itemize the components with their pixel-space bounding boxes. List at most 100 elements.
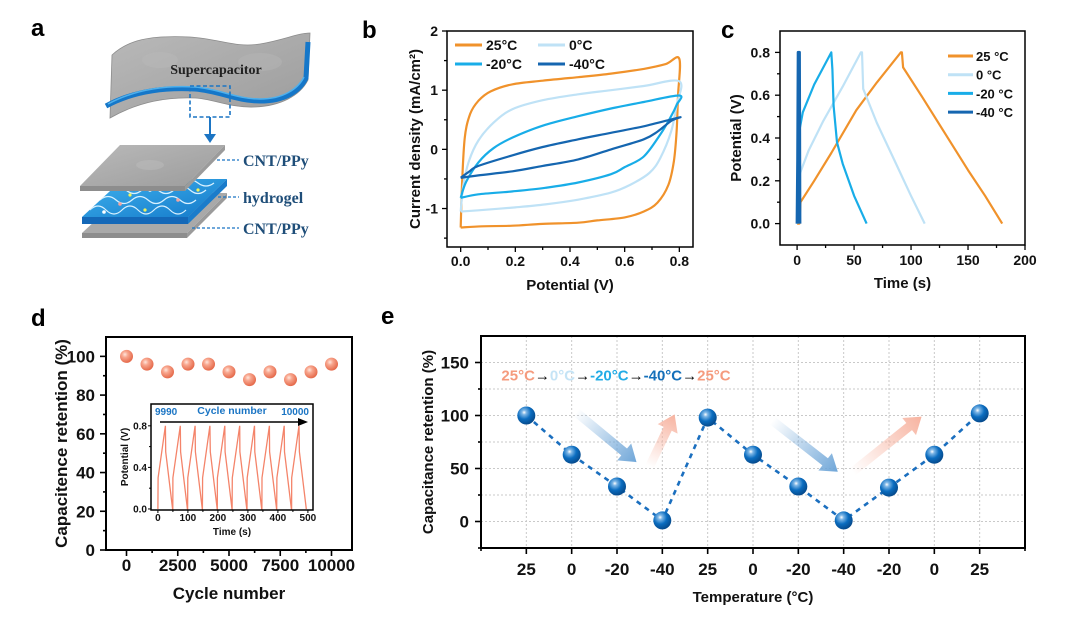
layer-label-hydrogel: hydrogel (243, 190, 304, 207)
data-point (202, 357, 215, 371)
y-tick-label: 100 (441, 407, 469, 426)
temperature-sequence-annotation: 25°C→0°C→-20°C→-40°C→25°C (501, 368, 730, 385)
gcd-curve-0c (796, 51, 926, 225)
y-tick-label: 0 (430, 141, 438, 157)
sequence-arrow-icon: → (575, 368, 590, 385)
y-tick-label: 100 (67, 347, 95, 366)
data-point (161, 365, 174, 379)
x-tick-label: 0.4 (560, 253, 580, 269)
legend-item: -20°C (455, 56, 522, 72)
sheet-texture (136, 160, 164, 170)
gcd-curve-minus40c (795, 50, 802, 224)
data-point (284, 373, 297, 387)
x-tick-label: 200 (210, 513, 227, 524)
y-tick-label: 0 (86, 541, 95, 560)
x-tick-label: 2500 (159, 556, 197, 575)
y-tick-label: 80 (76, 386, 95, 405)
legend-item: 25°C (455, 37, 517, 53)
heating-trend-arrow-icon (849, 416, 922, 476)
data-point (243, 373, 256, 387)
y-tick-label: 40 (76, 464, 95, 483)
y-tick-label: 0.8 (133, 421, 147, 432)
gcd-curve-minus20c (796, 51, 868, 225)
data-point (120, 349, 133, 363)
x-tick-label: 500 (300, 513, 317, 524)
x-tick-label: 0.6 (615, 253, 635, 269)
x-tick-label: 400 (270, 513, 287, 524)
plot-frame (150, 403, 314, 511)
layer-front-face (82, 217, 188, 224)
y-tick-label: 0.4 (751, 130, 771, 146)
plot-frame (446, 30, 694, 248)
y-axis-title: Potential (V) (728, 94, 745, 182)
data-point (304, 365, 318, 379)
y-tick-label: 2 (430, 23, 438, 39)
x-tick-label: 0 (748, 560, 757, 579)
cv-curve-minus20c (459, 94, 683, 199)
x-tick-label: 0 (155, 513, 161, 524)
sequence-temperature: 25°C (501, 368, 535, 385)
y-tick-label: 0.6 (751, 87, 771, 103)
panel-a-schematic: Supercapacitor (80, 32, 311, 238)
inset-cycle-end-label: 10000 (281, 407, 309, 418)
data-point (263, 365, 277, 379)
ion-dot (118, 202, 122, 206)
ion-dot (143, 208, 147, 212)
x-tick-label: 5000 (210, 556, 248, 575)
panel-e-temperature-chart: 25°C→0°C→-20°C→-40°C→25°C25 0 -20 -40 25 0 -20… (420, 335, 1026, 606)
sequence-temperature: -20°C (590, 368, 629, 385)
y-tick-label: 0 (460, 513, 469, 532)
data-point (181, 357, 195, 371)
layer-label-top: CNT/PPy (243, 153, 309, 170)
sequence-arrow-icon: → (682, 368, 697, 385)
data-point (970, 404, 989, 423)
data-point (517, 406, 536, 425)
panel-c-gcd-chart: 0 50 100 150 200 0.0 0.2 0.4 0.6 0.8 Time (s) Poten… (728, 30, 1037, 292)
x-axis-title: Time (s) (213, 527, 251, 538)
plot-frame (105, 336, 353, 551)
sequence-arrow-icon: → (629, 368, 644, 385)
layer-side-face (185, 145, 225, 191)
legend-label: -20 °C (976, 86, 1014, 101)
y-axis-title: Current density (mA/cm²) (407, 49, 424, 229)
panel-label-d: d (31, 305, 46, 332)
ion-dot (128, 193, 132, 197)
data-point (744, 445, 762, 464)
supercapacitor-label: Supercapacitor (170, 63, 262, 78)
heating-trend-arrow-icon (645, 414, 678, 469)
legend-item: 0°C (538, 37, 593, 53)
ion-dot (102, 210, 106, 214)
zoom-arrow-head-icon (204, 134, 216, 143)
cooling-trend-arrow-icon (573, 408, 637, 463)
ion-dot (196, 188, 200, 192)
data-point (698, 408, 717, 427)
x-tick-label: 0.2 (506, 253, 526, 269)
sequence-arrow-icon: → (535, 368, 550, 385)
legend-label: 0°C (569, 37, 593, 53)
y-tick-label: 0.0 (133, 505, 147, 516)
x-tick-label: -40 (831, 560, 856, 579)
layer-front-face (82, 233, 187, 238)
data-point (789, 477, 808, 496)
cv-curve-25c (459, 56, 682, 229)
polymer-chain (89, 205, 187, 215)
x-tick-label: -20 (877, 560, 902, 579)
cv-curve-0c (459, 79, 683, 213)
y-tick-label: 0.8 (751, 44, 771, 60)
y-tick-label: 20 (76, 502, 95, 521)
y-tick-label: 50 (450, 460, 469, 479)
x-tick-label: 7500 (261, 556, 299, 575)
sheet-texture (142, 52, 178, 68)
x-axis-title: Cycle number (173, 584, 286, 603)
legend-label: -40 °C (976, 105, 1014, 120)
layer-side-face (187, 193, 227, 238)
panel-d-inset-chart: 0 100 200 300 400 500 0.0 0.4 0.8 Time (s) Potenti… (120, 403, 317, 538)
y-tick-label: -1 (426, 201, 439, 217)
y-tick-label: 0.4 (133, 463, 147, 474)
x-tick-label: 0.8 (670, 253, 690, 269)
x-tick-label: 200 (1013, 252, 1037, 268)
x-tick-label: 50 (846, 252, 862, 268)
data-point (562, 445, 581, 464)
data-point (925, 445, 944, 464)
